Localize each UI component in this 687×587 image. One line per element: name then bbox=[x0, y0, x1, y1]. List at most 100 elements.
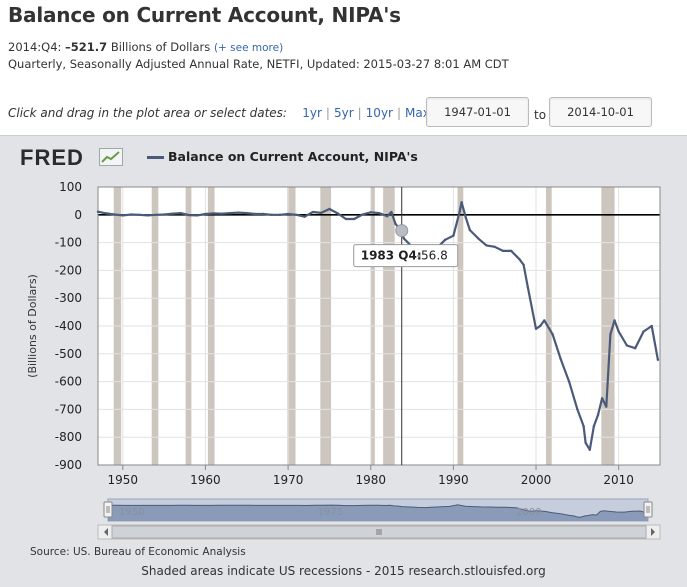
see-more-link[interactable]: (+ see more) bbox=[213, 42, 284, 54]
data-point bbox=[458, 210, 461, 214]
tooltip-label: 1983 Q4: bbox=[361, 249, 422, 263]
x-tick-label: 1960 bbox=[190, 473, 221, 487]
x-tick-label: 1970 bbox=[273, 473, 304, 487]
data-point bbox=[278, 213, 282, 216]
data-point bbox=[179, 211, 182, 215]
data-point bbox=[187, 213, 191, 217]
data-point bbox=[567, 380, 571, 383]
range-prompt: Click and drag in the plot area or selec… bbox=[8, 106, 287, 120]
date-range-selector: Click and drag in the plot area or selec… bbox=[8, 106, 430, 120]
y-tick-label: -400 bbox=[55, 319, 82, 333]
data-point bbox=[295, 213, 298, 216]
data-point bbox=[538, 324, 542, 328]
data-point bbox=[582, 424, 585, 428]
fred-logo[interactable]: FRED bbox=[20, 145, 84, 170]
data-point bbox=[245, 211, 248, 215]
data-point bbox=[353, 217, 356, 221]
data-point bbox=[361, 213, 364, 216]
data-point bbox=[443, 238, 447, 242]
y-tick-label: 100 bbox=[59, 180, 82, 194]
data-point bbox=[605, 405, 608, 408]
data-point bbox=[336, 212, 339, 215]
data-point bbox=[121, 214, 124, 217]
legend-label[interactable]: Balance on Current Account, NIPA's bbox=[168, 149, 418, 164]
data-point bbox=[390, 210, 393, 214]
y-tick-label: -700 bbox=[55, 402, 82, 416]
data-point bbox=[493, 245, 496, 248]
data-point bbox=[617, 330, 620, 333]
data-point bbox=[212, 212, 215, 215]
data-point bbox=[394, 222, 397, 226]
tooltip-box bbox=[353, 244, 459, 268]
range-5yr-button[interactable]: 5yr bbox=[333, 106, 354, 120]
data-point bbox=[311, 210, 315, 214]
data-point bbox=[600, 397, 604, 400]
data-point bbox=[96, 210, 100, 213]
scroll-right-arrow-icon bbox=[651, 528, 655, 536]
latest-period: 2014:Q4: bbox=[8, 40, 62, 54]
data-point bbox=[253, 212, 257, 216]
data-point bbox=[592, 424, 596, 428]
data-point bbox=[476, 237, 480, 240]
data-point bbox=[518, 258, 521, 261]
range-1yr-button[interactable]: 1yr bbox=[302, 106, 322, 120]
start-date-input[interactable]: 1947-01-01 bbox=[426, 97, 529, 127]
y-tick-label: -200 bbox=[55, 263, 82, 277]
y-tick-label: -500 bbox=[55, 347, 82, 361]
y-tick-label: -300 bbox=[55, 291, 82, 305]
navigator-tick-label: 1950 bbox=[119, 507, 144, 518]
data-point bbox=[402, 237, 405, 240]
data-point bbox=[171, 212, 174, 215]
navigator-line bbox=[107, 504, 647, 518]
range-max-button[interactable]: Max bbox=[405, 106, 430, 120]
data-point bbox=[229, 211, 232, 215]
scroll-left-arrow-icon bbox=[104, 528, 108, 536]
data-point bbox=[204, 212, 207, 216]
data-point bbox=[468, 228, 472, 232]
data-point bbox=[146, 214, 149, 217]
data-point bbox=[262, 212, 265, 216]
x-tick-label: 2000 bbox=[521, 473, 552, 487]
data-point bbox=[220, 212, 224, 215]
navigator-tick-label: 2000 bbox=[516, 507, 541, 518]
data-point bbox=[195, 214, 199, 217]
data-point bbox=[656, 358, 660, 362]
x-tick-label: 1990 bbox=[438, 473, 469, 487]
y-tick-label: -800 bbox=[55, 430, 82, 444]
x-tick-label: 1980 bbox=[355, 473, 386, 487]
data-point bbox=[464, 216, 467, 219]
range-10yr-button[interactable]: 10yr bbox=[365, 106, 393, 120]
x-tick-label: 1950 bbox=[108, 473, 139, 487]
data-point bbox=[344, 217, 348, 221]
latest-observation: 2014:Q4: –521.7 Billions of Dollars (+ s… bbox=[8, 40, 283, 54]
latest-unit: Billions of Dollars bbox=[110, 40, 211, 54]
y-tick-label: -600 bbox=[55, 375, 82, 389]
data-point bbox=[650, 324, 653, 328]
data-point bbox=[613, 319, 616, 322]
data-point bbox=[460, 201, 463, 204]
navigator-left-handle[interactable] bbox=[103, 501, 113, 518]
data-point bbox=[526, 285, 529, 289]
data-point bbox=[642, 330, 645, 333]
chart-line-icon bbox=[99, 148, 123, 166]
to-label: to bbox=[534, 108, 547, 122]
data-point bbox=[138, 213, 141, 216]
data-point bbox=[303, 215, 306, 218]
navigator-area bbox=[108, 504, 648, 521]
end-date-input[interactable]: 2014-10-01 bbox=[549, 97, 652, 127]
data-point bbox=[162, 213, 166, 216]
data-point bbox=[386, 214, 389, 218]
data-point bbox=[510, 249, 513, 253]
data-point bbox=[369, 211, 372, 214]
data-point bbox=[609, 333, 612, 336]
data-point bbox=[543, 319, 546, 322]
data-point bbox=[452, 234, 455, 237]
navigator-right-handle[interactable] bbox=[643, 501, 653, 518]
navigator-tick-label: 1975 bbox=[318, 507, 343, 518]
y-tick-label: -100 bbox=[55, 236, 82, 250]
data-point bbox=[551, 333, 554, 336]
tooltip-value: -56.8 bbox=[417, 249, 448, 263]
data-point bbox=[319, 211, 323, 215]
data-point bbox=[237, 211, 240, 214]
